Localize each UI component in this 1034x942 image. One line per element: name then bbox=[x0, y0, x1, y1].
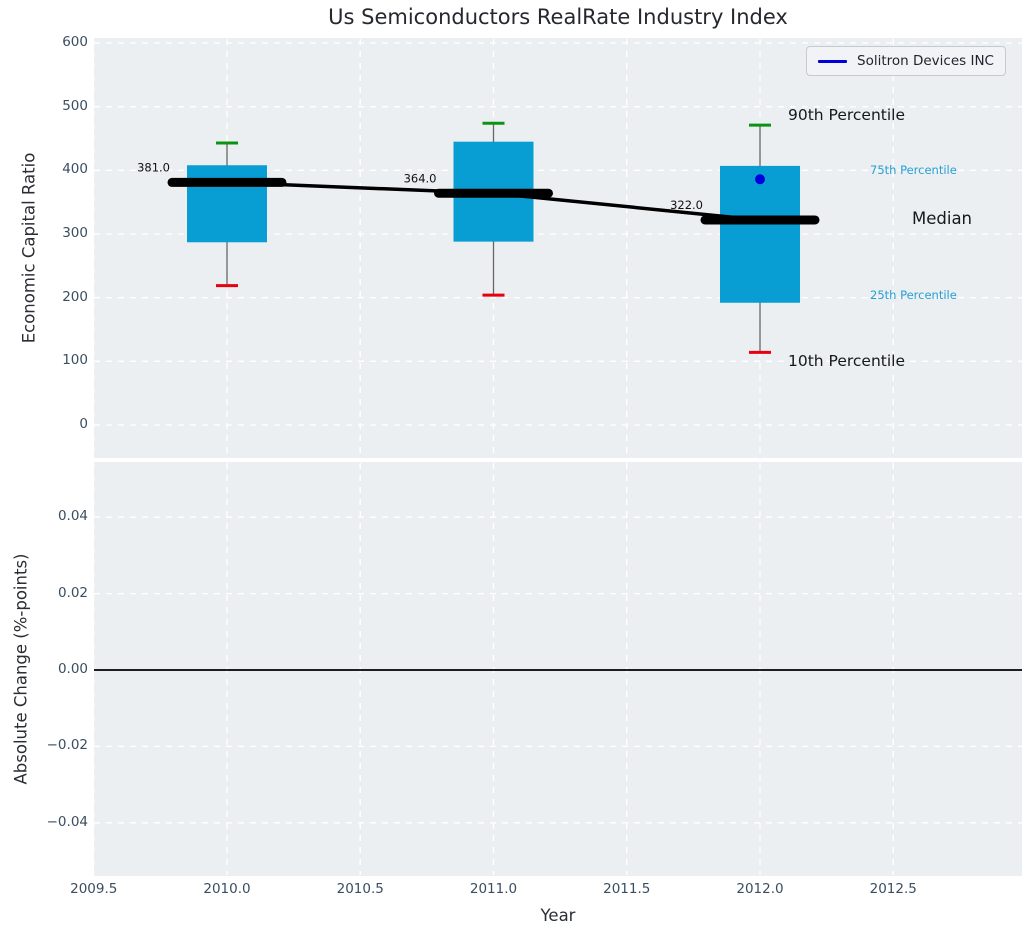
xtick-2010.0: 2010.0 bbox=[203, 881, 251, 897]
bottom-plot-panel bbox=[94, 462, 1022, 876]
annotation-25th-percentile: 25th Percentile bbox=[870, 288, 957, 302]
median-value-label-2011: 364.0 bbox=[404, 171, 437, 185]
iqr-box-2012 bbox=[720, 165, 800, 303]
ytick-bottom-−0.02: −0.02 bbox=[46, 737, 88, 754]
company-point bbox=[755, 174, 765, 185]
y-axis-label-top: Economic Capital Ratio bbox=[19, 152, 39, 344]
legend-line-icon bbox=[818, 59, 847, 63]
ytick-top-200: 200 bbox=[62, 288, 88, 305]
x-axis-label: Year bbox=[540, 906, 576, 925]
median-value-label-2012: 322.0 bbox=[670, 198, 703, 212]
xtick-2012.0: 2012.0 bbox=[736, 881, 784, 897]
median-value-label-2010: 381.0 bbox=[137, 160, 170, 174]
annotation-median: Median bbox=[912, 209, 973, 228]
chart-title: Us Semiconductors RealRate Industry Inde… bbox=[328, 5, 788, 29]
xtick-2011.5: 2011.5 bbox=[603, 881, 651, 897]
ytick-top-0: 0 bbox=[79, 416, 88, 432]
ytick-bottom-−0.04: −0.04 bbox=[46, 813, 88, 830]
legend-label: Solitron Devices INC bbox=[857, 53, 994, 69]
ytick-bottom-0.02: 0.02 bbox=[57, 584, 88, 601]
ytick-top-500: 500 bbox=[62, 97, 88, 114]
ytick-bottom-0.04: 0.04 bbox=[57, 508, 88, 525]
annotation-75th-percentile: 75th Percentile bbox=[870, 163, 957, 177]
annotation-90th-percentile: 90th Percentile bbox=[788, 106, 906, 124]
iqr-box-2010 bbox=[187, 165, 267, 243]
annotation-10th-percentile: 10th Percentile bbox=[788, 352, 906, 370]
ytick-top-600: 600 bbox=[62, 33, 88, 50]
xtick-2012.5: 2012.5 bbox=[869, 881, 917, 897]
ytick-top-400: 400 bbox=[62, 161, 88, 178]
ytick-bottom-0.00: 0.00 bbox=[57, 661, 88, 677]
xtick-2009.5: 2009.5 bbox=[70, 881, 118, 897]
legend: Solitron Devices INC bbox=[806, 46, 1006, 76]
xtick-2011.0: 2011.0 bbox=[469, 881, 518, 897]
ytick-top-300: 300 bbox=[62, 224, 88, 241]
xtick-2010.5: 2010.5 bbox=[336, 881, 384, 897]
top-plot-panel bbox=[94, 38, 1022, 458]
ytick-top-100: 100 bbox=[62, 352, 88, 369]
